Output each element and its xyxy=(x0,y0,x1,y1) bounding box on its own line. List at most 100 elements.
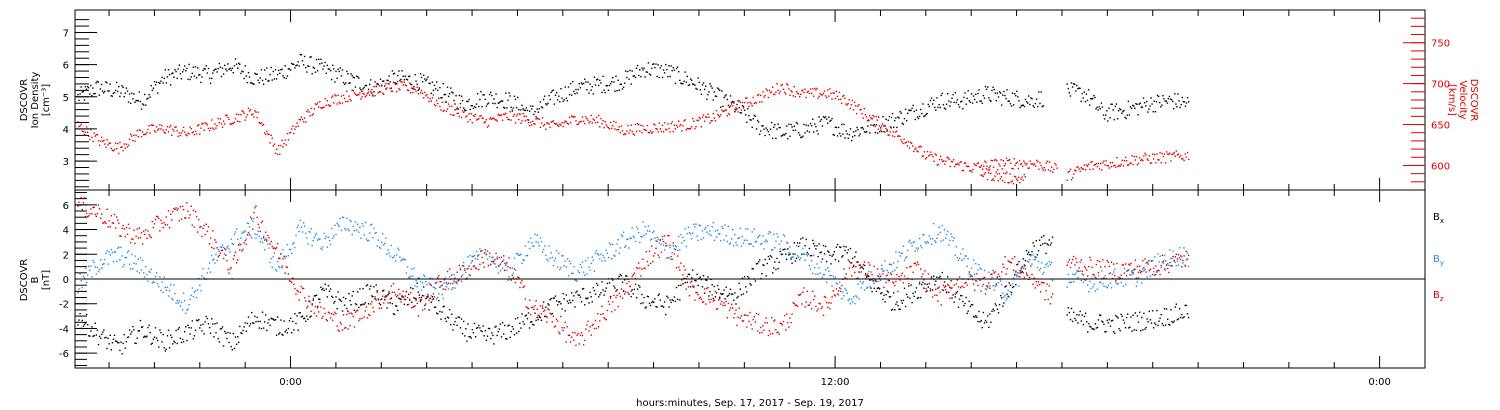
velocity-point xyxy=(253,116,254,117)
ion-density-point xyxy=(654,67,655,68)
bz-component-point xyxy=(728,303,729,304)
ion-density-point xyxy=(593,93,594,94)
bz-component-point xyxy=(530,314,531,315)
bx-component-point xyxy=(302,316,303,317)
ion-density-point xyxy=(827,123,828,124)
velocity-point xyxy=(772,87,773,88)
bx-component-point xyxy=(555,295,556,296)
velocity-point xyxy=(1183,160,1184,161)
bx-component-point xyxy=(909,298,910,299)
by-component-point xyxy=(77,292,78,293)
ion-density-point xyxy=(1043,105,1044,106)
by-component-point xyxy=(591,263,592,264)
bx-component-point xyxy=(174,342,175,343)
bx-component-point xyxy=(798,246,799,247)
bx-component-point xyxy=(113,339,114,340)
by-component-point xyxy=(352,234,353,235)
ion-density-point xyxy=(587,81,588,82)
velocity-point xyxy=(591,115,592,116)
bz-component-point xyxy=(409,299,410,300)
by-component-point xyxy=(582,261,583,262)
bx-component-point xyxy=(105,337,106,338)
velocity-point xyxy=(293,133,294,134)
bz-component-point xyxy=(139,227,140,228)
bz-component-point xyxy=(830,302,831,303)
ion-density-point xyxy=(143,104,144,105)
bz-component-point xyxy=(743,320,744,321)
by-component-point xyxy=(471,262,472,263)
bz-component-point xyxy=(719,298,720,299)
ion-density-point xyxy=(564,99,565,100)
velocity-point xyxy=(1180,155,1181,156)
by-component-point xyxy=(533,245,534,246)
by-component-point xyxy=(1097,289,1098,290)
ion-density-point xyxy=(392,70,393,71)
by-component-point xyxy=(224,253,225,254)
bz-component-point xyxy=(314,313,315,314)
bz-component-point xyxy=(143,231,144,232)
velocity-point xyxy=(1010,173,1011,174)
velocity-point xyxy=(1161,162,1162,163)
bz-component-point xyxy=(405,295,406,296)
bz-component-point xyxy=(227,269,228,270)
bx-component-point xyxy=(147,327,148,328)
ion-density-point xyxy=(736,104,737,105)
by-component-point xyxy=(963,258,964,259)
by-component-point xyxy=(165,287,166,288)
by-component-point xyxy=(274,253,275,254)
bx-component-point xyxy=(283,320,284,321)
bz-component-point xyxy=(512,275,513,276)
by-component-point xyxy=(1188,266,1189,267)
ion-density-point xyxy=(1001,104,1002,105)
ion-density-point xyxy=(1109,117,1110,118)
by-component-point xyxy=(661,244,662,245)
velocity-point xyxy=(316,104,317,105)
velocity-point xyxy=(204,130,205,131)
bz-component-point xyxy=(614,309,615,310)
bz-component-point xyxy=(443,288,444,289)
by-component-point xyxy=(521,263,522,264)
bz-component-point xyxy=(658,255,659,256)
by-component-point xyxy=(233,244,234,245)
velocity-point xyxy=(1172,153,1173,154)
bz-component-point xyxy=(925,288,926,289)
velocity-point xyxy=(348,96,349,97)
bx-component-point xyxy=(1042,243,1043,244)
bz-component-point xyxy=(777,332,778,333)
bz-component-point xyxy=(398,289,399,290)
velocity-point xyxy=(502,120,503,121)
ion-density-point xyxy=(661,65,662,66)
bx-component-point xyxy=(112,342,113,343)
velocity-point xyxy=(879,125,880,126)
ion-density-point xyxy=(599,80,600,81)
by-component-point xyxy=(323,233,324,234)
bz-component-point xyxy=(500,264,501,265)
by-component-point xyxy=(357,224,358,225)
bz-component-point xyxy=(120,236,121,237)
velocity-point xyxy=(654,124,655,125)
bz-component-point xyxy=(178,208,179,209)
by-component-point xyxy=(444,282,445,283)
velocity-point xyxy=(1008,182,1009,183)
velocity-point xyxy=(1078,168,1079,169)
ion-density-point xyxy=(303,64,304,65)
bz-component-point xyxy=(234,255,235,256)
by-component-point xyxy=(652,232,653,233)
ion-density-point xyxy=(234,65,235,66)
bx-component-point xyxy=(579,295,580,296)
by-component-point xyxy=(309,231,310,232)
ion-density-point xyxy=(130,103,131,104)
bx-component-point xyxy=(460,327,461,328)
bx-component-point xyxy=(1113,331,1114,332)
bz-component-point xyxy=(558,331,559,332)
bz-component-point xyxy=(458,280,459,281)
bz-component-point xyxy=(157,216,158,217)
by-component-point xyxy=(258,231,259,232)
by-component-point xyxy=(895,251,896,252)
velocity-point xyxy=(882,123,883,124)
ion-density-point xyxy=(299,65,300,66)
by-component-point xyxy=(1102,283,1103,284)
velocity-point xyxy=(663,131,664,132)
bx-component-point xyxy=(1076,314,1077,315)
bx-component-point xyxy=(904,288,905,289)
